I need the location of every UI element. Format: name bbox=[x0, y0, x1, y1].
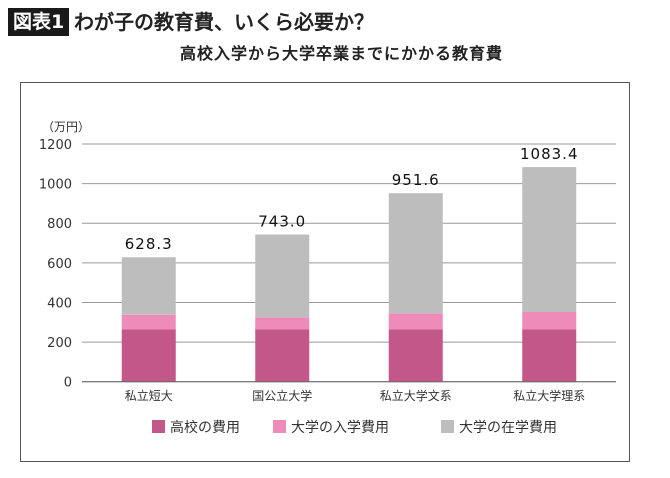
x-tick-label: 国公立大学 bbox=[252, 388, 312, 403]
y-tick-label: 0 bbox=[64, 376, 72, 391]
y-axis-unit-label: （万円） bbox=[42, 120, 90, 134]
bar-segment-2 bbox=[255, 317, 310, 330]
bar-segment-3 bbox=[121, 257, 176, 315]
y-tick-label: 800 bbox=[47, 217, 72, 232]
x-tick-label: 私立大学理系 bbox=[513, 388, 585, 403]
bar-segment-1 bbox=[522, 329, 577, 382]
y-tick-label: 200 bbox=[47, 336, 72, 351]
legend-label: 大学の在学費用 bbox=[459, 420, 557, 436]
bar-segment-3 bbox=[255, 234, 310, 318]
legend-swatch bbox=[152, 420, 165, 433]
bar-segment-1 bbox=[388, 329, 443, 382]
x-tick-label: 私立大学文系 bbox=[380, 388, 452, 403]
chart-title: 高校入学から大学卒業までにかかる教育費 bbox=[180, 44, 504, 63]
total-data-label: 951.6 bbox=[392, 171, 440, 189]
total-data-label: 743.0 bbox=[258, 213, 306, 231]
bar-segment-2 bbox=[121, 314, 176, 330]
page-title: わが子の教育費、いくら必要か？ bbox=[74, 10, 374, 34]
bar-segment-3 bbox=[388, 193, 443, 314]
bar-segment-2 bbox=[522, 311, 577, 330]
y-tick-label: 1000 bbox=[39, 178, 72, 193]
y-tick-label: 1200 bbox=[39, 138, 72, 153]
legend-label: 高校の費用 bbox=[170, 419, 240, 436]
figure-badge: 図表1 bbox=[8, 8, 70, 36]
legend-swatch bbox=[441, 420, 454, 433]
y-tick-label: 400 bbox=[47, 296, 72, 311]
bar-segment-1 bbox=[121, 329, 176, 382]
bar-segment-3 bbox=[522, 167, 577, 312]
total-data-label: 1083.4 bbox=[520, 145, 579, 163]
bar-segment-1 bbox=[255, 329, 310, 382]
y-tick-label: 600 bbox=[47, 257, 72, 272]
total-data-label: 628.3 bbox=[125, 235, 173, 253]
x-tick-label: 私立短大 bbox=[125, 388, 173, 403]
chart-frame bbox=[20, 82, 630, 462]
legend-swatch bbox=[273, 420, 286, 433]
legend-label: 大学の入学費用 bbox=[291, 420, 389, 436]
bar-segment-2 bbox=[388, 313, 443, 330]
